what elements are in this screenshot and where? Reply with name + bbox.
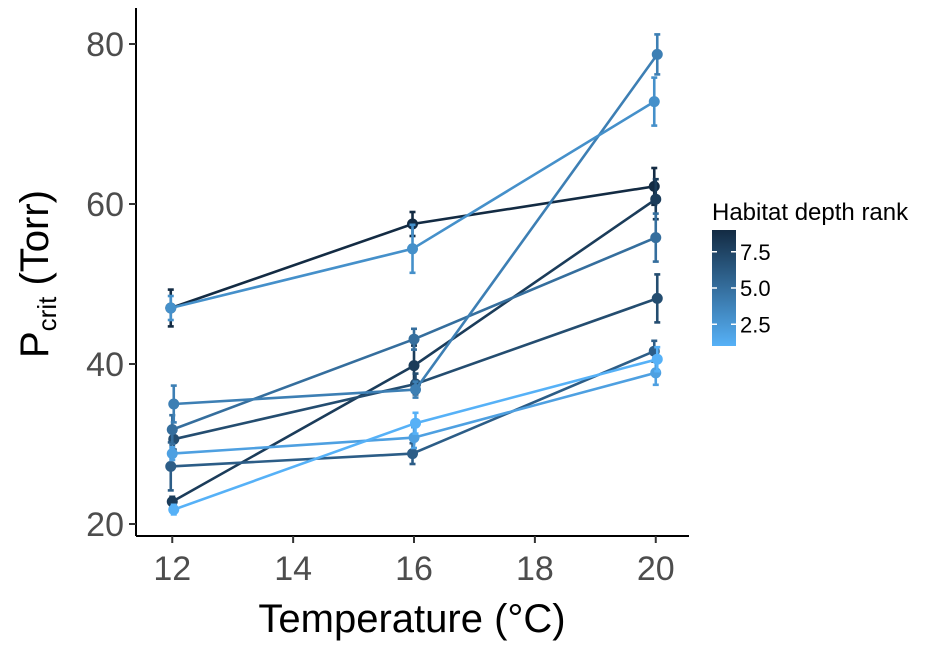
x-tick-label: 20 — [637, 550, 675, 588]
y-tick-label: 20 — [86, 506, 124, 544]
y-axis-title-rest: (Torr) — [13, 190, 57, 297]
series-rank-1 — [168, 345, 663, 516]
x-axis-title: Temperature (°C) — [258, 597, 565, 641]
y-axis-title: Pcrit (Torr) — [13, 190, 62, 358]
data-point — [650, 232, 662, 244]
data-point — [166, 448, 178, 460]
legend-tick-label: 7.5 — [740, 240, 771, 265]
data-point — [651, 292, 663, 304]
data-point — [407, 448, 419, 460]
data-point — [651, 353, 663, 365]
y-tick-label: 60 — [86, 186, 124, 224]
series-line — [173, 53, 659, 406]
legend-tick-label: 5.0 — [740, 276, 771, 301]
data-point — [165, 302, 177, 314]
y-tick-label: 40 — [86, 346, 124, 384]
data-point — [165, 460, 177, 472]
series-rank-4 — [168, 33, 663, 424]
series-rank-3 — [165, 76, 660, 322]
x-tick-label: 12 — [153, 550, 191, 588]
color-legend: Habitat depth rank 7.5 5.0 2.5 — [712, 199, 909, 346]
legend-tick-label: 2.5 — [740, 312, 771, 337]
legend-ticks: 7.5 5.0 2.5 — [712, 240, 771, 337]
data-point — [648, 180, 660, 192]
data-point — [408, 360, 420, 372]
data-point — [166, 424, 178, 436]
data-point — [168, 398, 180, 410]
y-axis-ticks: 20 40 60 80 — [86, 26, 136, 544]
data-point — [410, 417, 422, 429]
x-axis-ticks: 12 14 16 18 20 — [153, 536, 675, 588]
x-tick-label: 14 — [274, 550, 312, 588]
data-point — [650, 193, 662, 205]
plot-series-layer — [165, 33, 663, 516]
y-axis-title-main: P — [13, 331, 57, 358]
legend-title: Habitat depth rank — [712, 199, 909, 226]
data-point — [168, 504, 180, 516]
x-tick-label: 16 — [395, 550, 433, 588]
data-point — [410, 384, 422, 396]
data-point — [407, 243, 419, 255]
y-axis-title-subscript: crit — [32, 296, 62, 331]
data-point — [650, 367, 662, 379]
data-point — [651, 48, 663, 60]
series-line — [170, 100, 655, 310]
data-point — [648, 96, 660, 108]
y-tick-label: 80 — [86, 26, 124, 64]
x-tick-label: 18 — [516, 550, 554, 588]
data-point — [408, 333, 420, 345]
